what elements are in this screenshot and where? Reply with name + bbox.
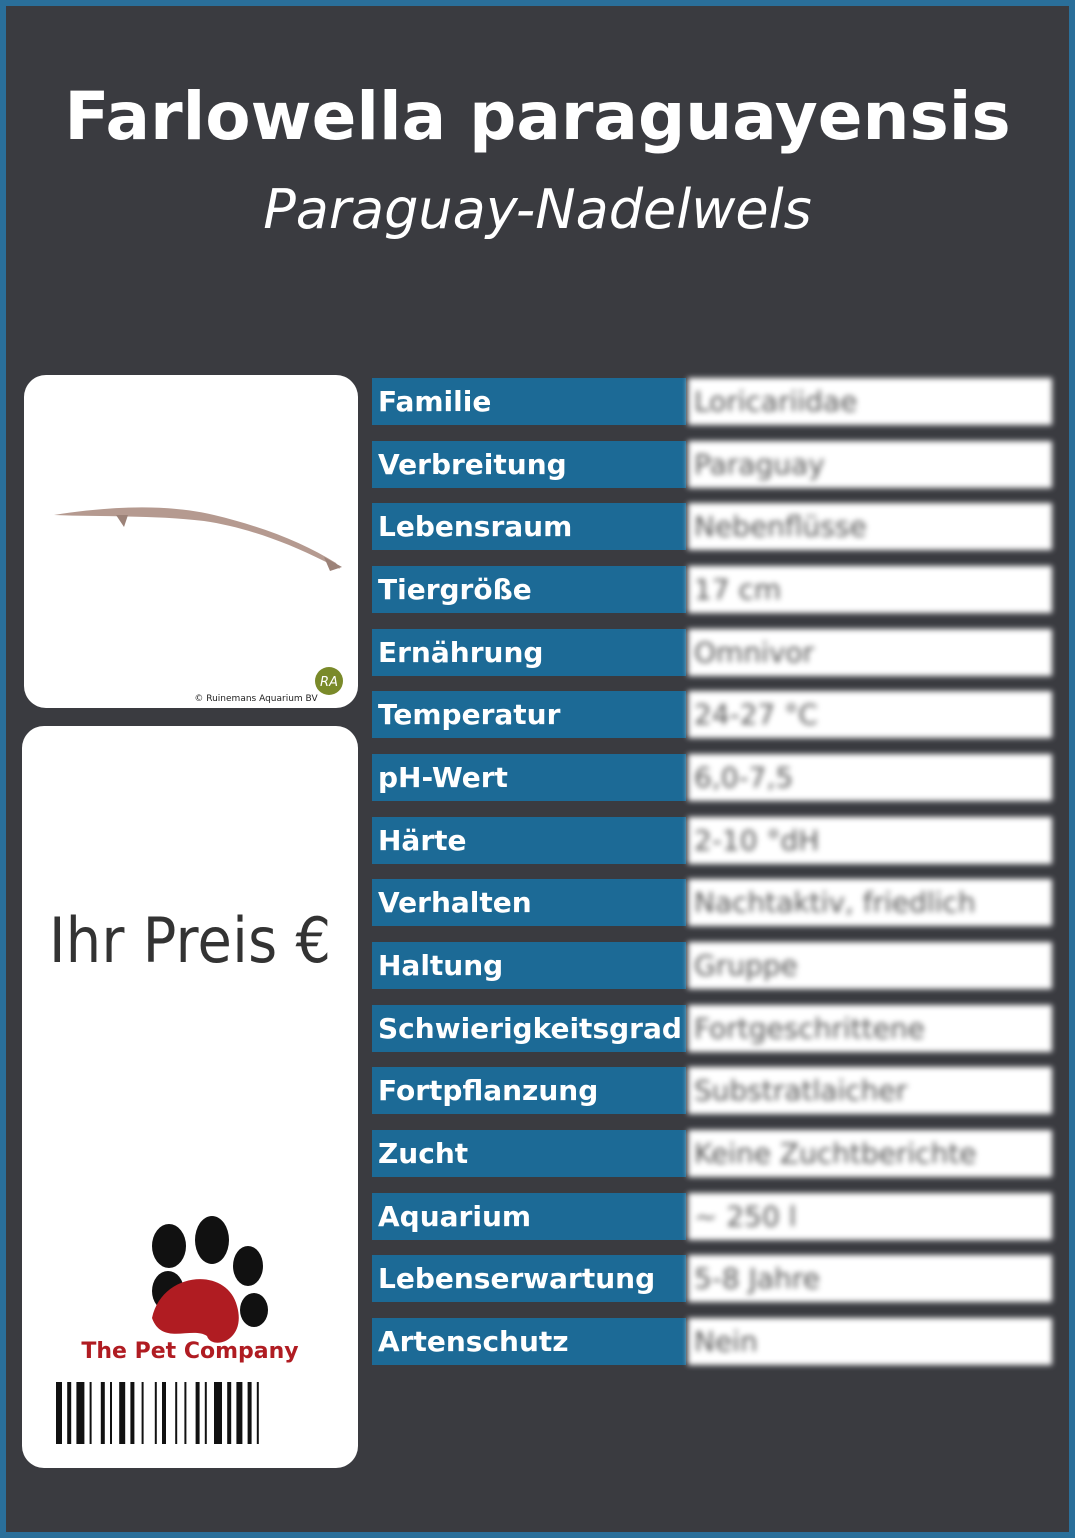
logo: RA: [320, 675, 338, 690]
barcode-bar: [175, 1382, 178, 1444]
table-row: pH-Wert 6,0-7,5: [372, 754, 1052, 802]
table-row: Zucht Keine Zuchtberichte: [372, 1130, 1052, 1178]
barcode-bar: [154, 1382, 157, 1444]
table-row: Fortpflanzung Substratlaicher: [372, 1067, 1052, 1115]
row-value: 24-27 °C: [688, 691, 1052, 739]
barcode-bar: [56, 1382, 62, 1444]
row-value: Loricariidae: [688, 378, 1052, 425]
row-label: Artenschutz: [372, 1318, 686, 1366]
row-value: 6,0-7,5: [688, 754, 1052, 802]
row-label: Härte: [372, 816, 686, 864]
row-label: Tiergröße: [372, 566, 686, 613]
barcode-bar: [76, 1382, 85, 1444]
table-row: Lebenserwartung 5-8 Jahre: [372, 1255, 1052, 1303]
barcode-bar: [227, 1382, 232, 1444]
barcode-bar: [130, 1382, 135, 1444]
row-label: Aquarium: [372, 1192, 686, 1240]
row-label: Familie: [372, 378, 686, 425]
row-label: Verhalten: [372, 879, 686, 927]
fish-image: RA © Ruinemans Aquarium BV: [54, 507, 343, 704]
price-card: Ihr Preis € The Pet Company: [22, 726, 358, 1468]
table-row: Haltung Gruppe: [372, 942, 1052, 990]
table-row: Verhalten Nachtaktiv, friedlich: [372, 879, 1052, 927]
barcode-bar: [214, 1382, 222, 1444]
table-row: Härte 2-10 °dH: [372, 816, 1052, 864]
row-value: Omnivor: [688, 628, 1052, 676]
barcode-bar: [100, 1382, 105, 1444]
barcode-bar: [184, 1382, 187, 1444]
brand: The Pet Company: [81, 1339, 298, 1364]
row-label: Temperatur: [372, 691, 686, 739]
row-value: Keine Zuchtberichte: [688, 1130, 1052, 1178]
row-value: Nebenflüsse: [688, 503, 1052, 551]
barcode-bar: [89, 1382, 92, 1444]
table-row: Temperatur 24-27 °C: [372, 691, 1052, 739]
subtitle: Paraguay-Nadelwels: [263, 178, 812, 241]
table-row: Schwierigkeitsgrad Fortgeschrittene: [372, 1004, 1052, 1052]
row-label: Lebenserwartung: [372, 1255, 686, 1303]
row-value: Substratlaicher: [688, 1067, 1052, 1115]
row-value: Nein: [688, 1318, 1052, 1366]
price-card-art: Ihr Preis € The Pet Company: [49, 904, 331, 1444]
row-label: Fortpflanzung: [372, 1067, 686, 1115]
row-value: 17 cm: [688, 566, 1052, 613]
barcode-bar: [236, 1382, 243, 1444]
row-value: Paraguay: [688, 440, 1052, 488]
barcode-bar: [67, 1382, 72, 1444]
table-row: Artenschutz Nein: [372, 1318, 1052, 1366]
row-label: pH-Wert: [372, 754, 686, 802]
row-label: Haltung: [372, 942, 686, 990]
barcode-bar: [195, 1382, 200, 1444]
row-label: Verbreitung: [372, 440, 686, 488]
title: Farlowella paraguayensis: [64, 78, 1011, 155]
barcode-bar: [119, 1382, 126, 1444]
row-label: Lebensraum: [372, 503, 686, 551]
row-label: Ernährung: [372, 628, 686, 676]
barcode-bar: [110, 1382, 112, 1444]
table-row: Familie Loricariidae: [372, 378, 1052, 425]
row-value: 5-8 Jahre: [688, 1255, 1052, 1303]
barcode-bar: [162, 1382, 166, 1444]
row-value: Fortgeschrittene: [688, 1004, 1052, 1052]
price-label: Ihr Preis €: [49, 904, 331, 977]
barcode-bar: [204, 1382, 207, 1444]
table-row: Tiergröße 17 cm: [372, 566, 1052, 613]
table-row: Aquarium ~ 250 l: [372, 1192, 1052, 1240]
row-value: Gruppe: [688, 942, 1052, 990]
row-label: Zucht: [372, 1130, 686, 1178]
table-row: Verbreitung Paraguay: [372, 440, 1052, 488]
barcode-bar: [141, 1382, 144, 1444]
row-value: ~ 250 l: [688, 1192, 1052, 1240]
row-label: Schwierigkeitsgrad: [372, 1004, 686, 1052]
row-value: Nachtaktiv, friedlich: [688, 879, 1052, 927]
credit: © Ruinemans Aquarium BV: [194, 694, 318, 704]
table-row: Ernährung Omnivor: [372, 628, 1052, 676]
table-row: Lebensraum Nebenflüsse: [372, 503, 1052, 551]
row-value: 2-10 °dH: [688, 816, 1052, 864]
barcode-bar: [256, 1382, 259, 1444]
barcode-bar: [247, 1382, 252, 1444]
image-card: RA © Ruinemans Aquarium BV: [24, 375, 358, 708]
